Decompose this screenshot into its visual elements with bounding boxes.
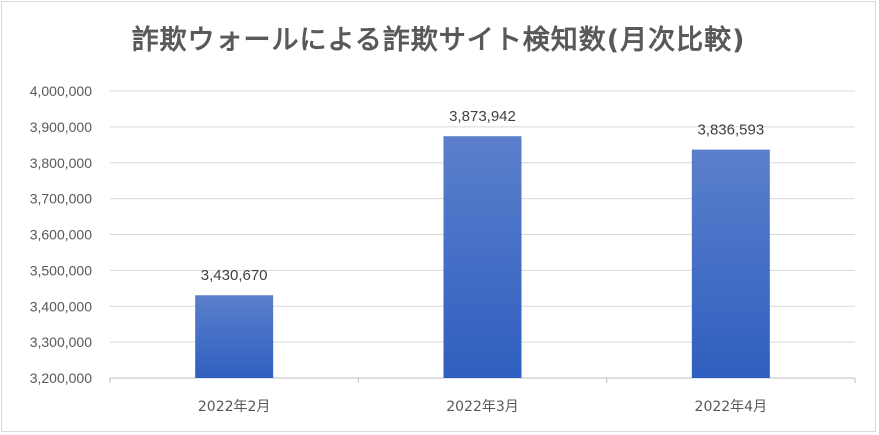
y-tick-label: 4,000,000 xyxy=(30,83,92,99)
bars xyxy=(195,136,770,378)
y-tick-label: 3,500,000 xyxy=(30,262,92,278)
y-tick-label: 3,200,000 xyxy=(30,370,92,386)
x-tick-label: 2022年2月 xyxy=(198,399,271,415)
data-label: 3,430,670 xyxy=(201,267,268,284)
x-tick-label: 2022年4月 xyxy=(695,399,768,415)
y-tick-label: 3,400,000 xyxy=(30,298,92,314)
data-label: 3,836,593 xyxy=(697,122,764,139)
bar-3 xyxy=(691,149,770,378)
y-tick-label: 3,900,000 xyxy=(30,119,92,135)
data-label: 3,873,942 xyxy=(449,108,516,125)
bar-1 xyxy=(195,295,274,378)
axes xyxy=(109,377,856,383)
chart-title: 詐欺ウォールによる詐欺サイト検知数(月次比較) xyxy=(131,25,746,56)
labels: 3,200,000 3,300,000 3,400,000 3,500,000 3,60… xyxy=(30,83,767,415)
x-tick-label: 2022年3月 xyxy=(446,399,519,415)
y-tick-label: 3,700,000 xyxy=(30,191,92,207)
bar-2 xyxy=(443,136,522,378)
y-tick-label: 3,800,000 xyxy=(30,155,92,171)
y-tick-label: 3,300,000 xyxy=(30,334,92,350)
y-tick-label: 3,600,000 xyxy=(30,227,92,243)
